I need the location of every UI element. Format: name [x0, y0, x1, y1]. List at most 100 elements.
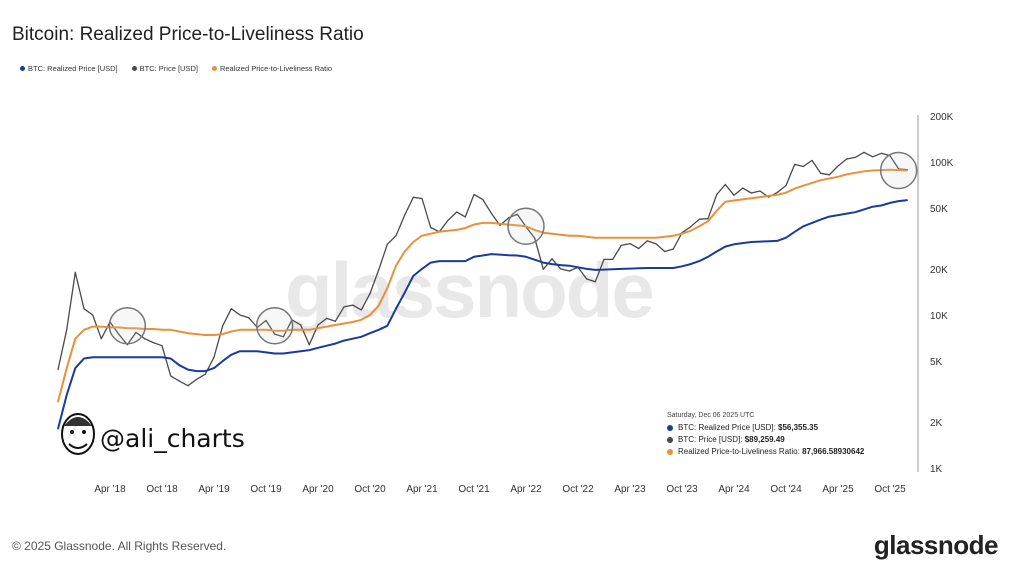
- x-tick-label: Oct '20: [354, 484, 386, 495]
- legend: BTC: Realized Price [USD] BTC: Price [US…: [20, 64, 332, 73]
- data-point: [854, 172, 856, 174]
- data-point: [620, 237, 622, 239]
- data-point: [854, 156, 856, 159]
- legend-item-ratio[interactable]: Realized Price-to-Liveliness Ratio: [211, 64, 332, 73]
- data-point: [794, 231, 796, 233]
- data-point: [456, 229, 458, 231]
- data-point: [326, 325, 328, 328]
- tooltip-row-price: BTC: Price [USD]: $89,259.49: [667, 434, 864, 446]
- data-point: [516, 213, 518, 215]
- data-point: [334, 320, 336, 322]
- data-point: [534, 259, 536, 261]
- data-point: [92, 325, 94, 328]
- legend-dot-icon: [211, 66, 217, 71]
- data-point: [681, 265, 683, 267]
- data-point: [828, 174, 830, 176]
- data-point: [178, 330, 180, 333]
- data-point: [551, 233, 553, 235]
- data-point: [742, 187, 744, 189]
- data-point: [664, 267, 666, 269]
- x-tick-label: Apr '25: [822, 484, 854, 495]
- data-point: [369, 314, 371, 316]
- data-point: [612, 268, 614, 270]
- data-point: [300, 329, 302, 331]
- copyright-footer: © 2025 Glassnode. All Rights Reserved.: [12, 539, 227, 553]
- data-point: [239, 314, 241, 316]
- data-point: [239, 329, 241, 331]
- data-point: [681, 233, 683, 235]
- data-point: [560, 268, 562, 270]
- data-point: [92, 356, 94, 358]
- data-point: [404, 214, 406, 216]
- data-point: [412, 241, 414, 243]
- data-point: [161, 345, 163, 347]
- data-point: [438, 231, 440, 233]
- data-point: [508, 217, 510, 219]
- data-point: [360, 309, 362, 311]
- data-point: [707, 218, 709, 220]
- data-point: [629, 242, 631, 245]
- legend-dot-icon: [131, 66, 137, 71]
- data-point: [100, 356, 102, 358]
- data-point: [152, 342, 154, 344]
- data-point: [872, 206, 874, 208]
- data-point: [499, 223, 501, 225]
- data-point: [386, 287, 388, 289]
- data-point: [594, 237, 596, 239]
- data-point: [66, 329, 68, 331]
- data-point: [135, 327, 137, 329]
- data-point: [222, 333, 224, 335]
- data-point: [516, 224, 518, 227]
- data-point: [282, 330, 284, 332]
- data-point: [724, 183, 726, 186]
- data-point: [560, 234, 562, 236]
- data-point: [395, 235, 397, 237]
- data-point: [360, 319, 362, 321]
- data-point: [820, 219, 822, 221]
- data-point: [828, 215, 830, 218]
- x-tick-label: Oct '21: [458, 484, 490, 495]
- data-point: [308, 344, 310, 346]
- data-point: [750, 192, 752, 194]
- data-point: [672, 235, 674, 237]
- legend-label: BTC: Price [USD]: [139, 64, 198, 73]
- data-point: [187, 385, 189, 387]
- data-point: [629, 268, 631, 270]
- data-point: [404, 250, 406, 253]
- data-point: [586, 236, 588, 238]
- data-point: [464, 216, 466, 218]
- x-tick-label: Oct '25: [874, 484, 906, 495]
- data-point: [785, 237, 787, 239]
- y-tick-label: 20K: [930, 265, 948, 276]
- data-point: [820, 179, 822, 181]
- data-point: [421, 235, 423, 237]
- data-point: [889, 169, 891, 171]
- data-point: [785, 192, 787, 194]
- data-point: [369, 332, 371, 334]
- data-point: [490, 253, 492, 255]
- data-point: [872, 169, 874, 172]
- data-point: [473, 193, 475, 196]
- legend-item-price[interactable]: BTC: Price [USD]: [131, 64, 198, 73]
- data-point: [776, 194, 778, 196]
- dot-icon: [667, 449, 673, 455]
- data-point: [334, 343, 336, 345]
- legend-item-realized-price[interactable]: BTC: Realized Price [USD]: [20, 64, 118, 73]
- data-point: [768, 195, 770, 197]
- data-point: [187, 332, 189, 334]
- tooltip-label: Realized Price-to-Liveliness Ratio:: [678, 447, 803, 456]
- data-point: [906, 169, 908, 172]
- x-tick-label: Apr '22: [510, 484, 542, 495]
- data-point: [412, 196, 414, 198]
- data-point: [473, 256, 475, 258]
- data-point: [404, 292, 406, 294]
- data-point: [638, 237, 640, 239]
- data-point: [126, 327, 128, 329]
- data-point: [118, 333, 120, 335]
- data-point: [837, 165, 839, 167]
- data-point: [542, 268, 544, 270]
- data-point: [326, 345, 328, 347]
- data-point: [768, 240, 770, 242]
- data-point: [430, 226, 432, 229]
